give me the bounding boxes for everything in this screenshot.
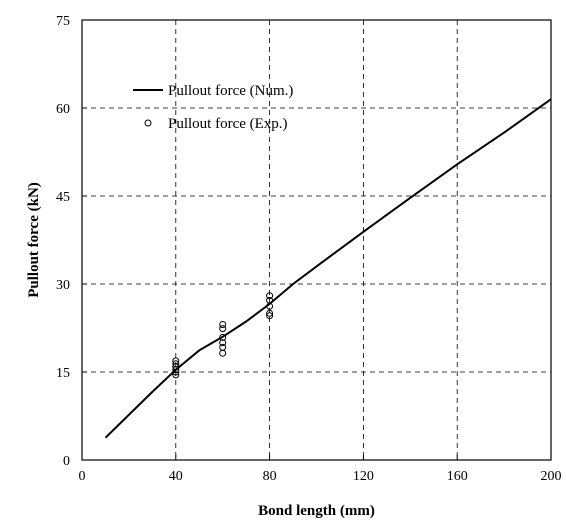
exp-data-point — [266, 309, 274, 317]
series-layer — [104, 98, 552, 439]
exp-data-point — [219, 321, 227, 328]
legend: Pullout force (Num.) Pullout force (Exp.… — [133, 83, 293, 132]
x-tick-label: 0 — [79, 469, 86, 484]
legend-label-exp: Pullout force (Exp.) — [168, 116, 288, 132]
x-tick-label: 80 — [263, 469, 277, 484]
y-tick-label: 30 — [56, 278, 70, 293]
exp-data-point — [266, 296, 274, 304]
y-tick-label: 15 — [56, 366, 70, 381]
legend-marker-sample — [144, 119, 152, 127]
exp-data-point — [219, 333, 227, 341]
y-tick-label: 0 — [63, 454, 70, 469]
exp-data-point — [172, 371, 180, 379]
series-line-num — [104, 98, 552, 439]
x-tick-label: 40 — [169, 469, 183, 484]
exp-data-point — [219, 343, 227, 351]
exp-data-point — [219, 339, 227, 347]
grid-lines — [82, 20, 551, 460]
exp-data-point — [266, 292, 274, 300]
x-tick-label: 120 — [353, 469, 374, 484]
exp-data-point — [172, 360, 180, 368]
x-tick-label: 160 — [447, 469, 468, 484]
x-axis-title: Bond length (mm) — [258, 503, 375, 519]
y-tick-label: 75 — [56, 14, 70, 29]
y-tick-label: 60 — [56, 102, 70, 117]
y-axis-title: Pullout force (kN) — [26, 182, 42, 298]
x-tick-label: 200 — [541, 469, 562, 484]
exp-data-point — [219, 325, 227, 333]
y-tick-label: 45 — [56, 190, 70, 205]
exp-data-point — [219, 349, 227, 357]
axis-ticks: 0 40 80 120 160 200 0 15 30 45 60 75 — [56, 14, 562, 484]
legend-label-num: Pullout force (Num.) — [168, 83, 293, 99]
exp-data-point — [172, 357, 180, 365]
exp-data-point — [266, 312, 274, 320]
plot-frame — [81, 19, 552, 461]
exp-data-point — [172, 368, 180, 376]
